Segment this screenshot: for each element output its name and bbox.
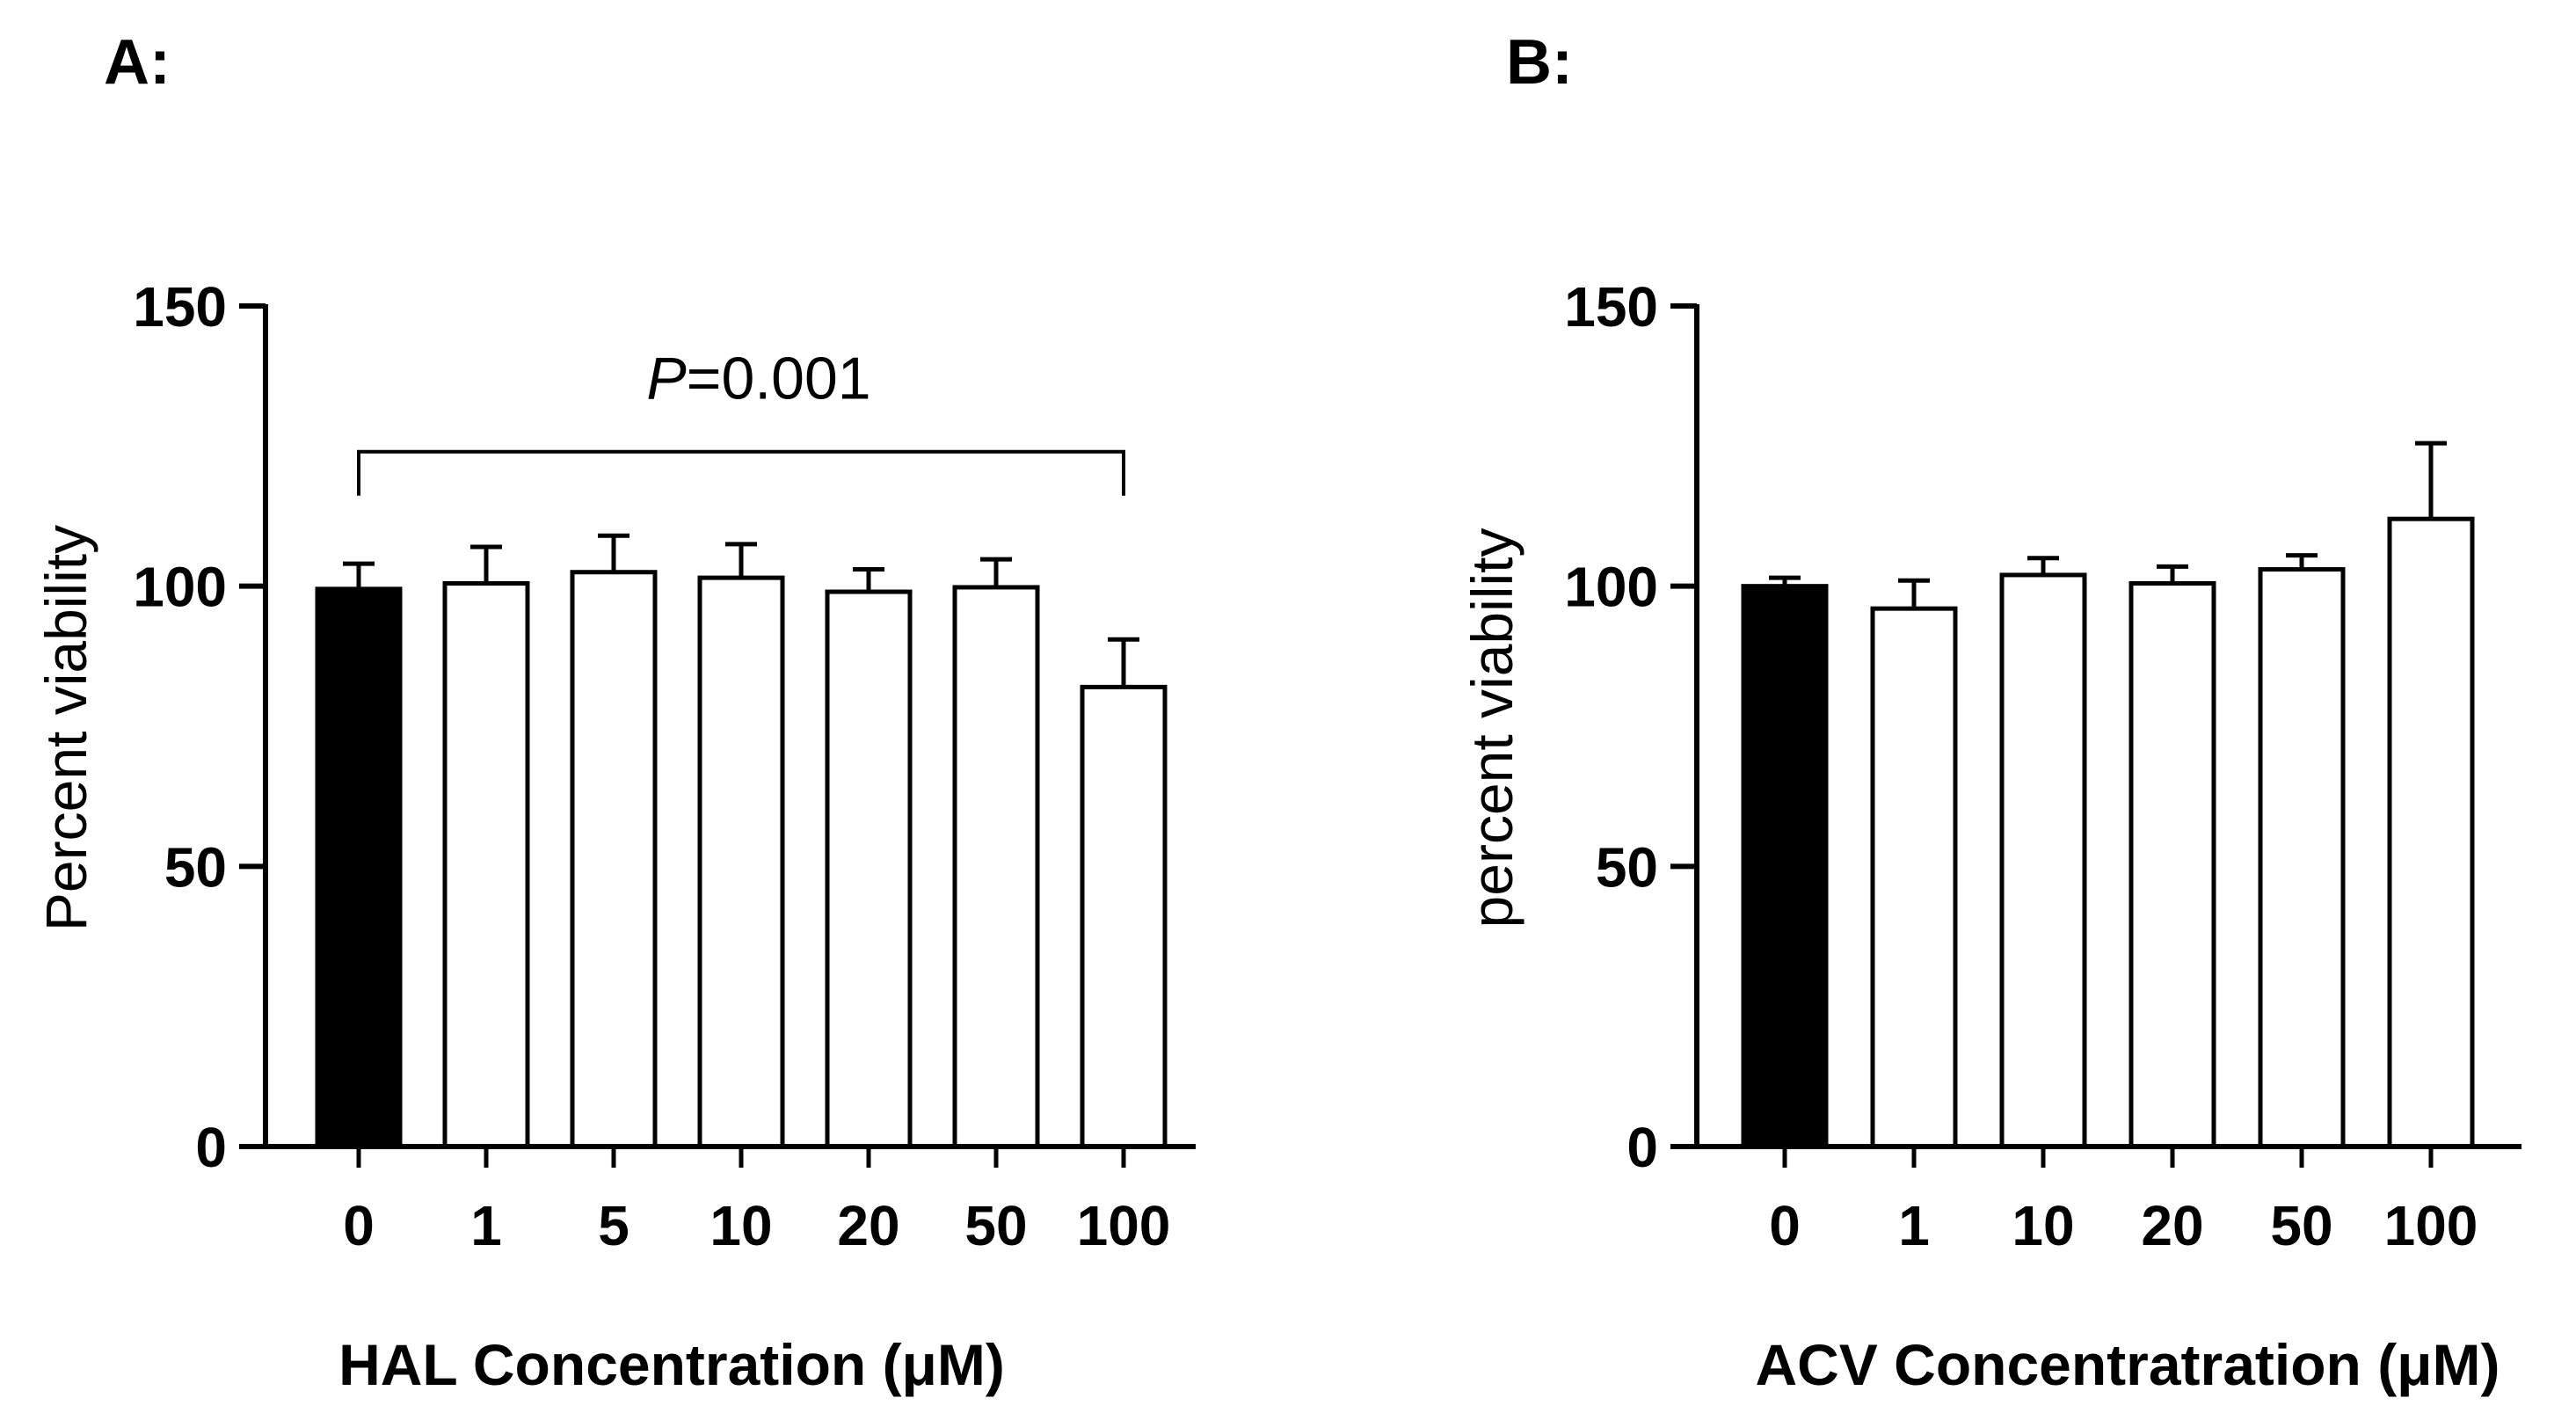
panel-a-x-tick-label: 20 [837,1194,899,1257]
panel-b-y-tick-label: 50 [1596,835,1658,899]
panel-a-x-tick-label: 0 [343,1194,375,1257]
p-rest: =0.001 [687,346,871,412]
panel-b-bar-50 [2258,567,2346,1149]
panel-b-y-axis-label: percent viability [1459,528,1524,928]
panel-b-marks: 0 1 10 20 50 100 0 50 100 150 [1564,275,2521,1257]
panel-b-y-tick-label: 0 [1626,1116,1658,1179]
panel-b-x-tick-label: 50 [2270,1194,2332,1257]
panel-a-marks: 0 1 5 10 20 50 100 0 50 100 150 [133,275,1196,1257]
panel-a-y-axis-label: Percent viability [33,525,98,931]
panel-b-bar-0 [1741,584,1829,1149]
panel-b-bar-20 [2128,580,2216,1149]
panel-a-x-tick-label: 100 [1077,1194,1171,1257]
panel-b-x-tick-label: 1 [1898,1194,1930,1257]
panel-a-chart: A: Percent viability HAL Concentration (… [33,27,1196,1397]
panel-a-y-tick-label: 100 [133,556,227,619]
panel-b-x-tick-label: 100 [2384,1194,2478,1257]
p-letter: P [646,346,686,412]
panel-a-bar-5 [570,570,658,1149]
panel-b-x-axis-label: ACV Concentratration (μM) [1755,1332,2500,1397]
panel-a-y-tick-label: 50 [164,835,227,899]
panel-a-significance: P=0.001 [357,346,1125,496]
panel-a-bar-1 [442,580,530,1149]
panel-a-bar-20 [825,589,913,1149]
panel-a-x-tick-label: 1 [470,1194,502,1257]
panel-b-bar-100 [2387,516,2475,1149]
panel-b-label: B: [1506,27,1573,98]
significance-bracket [357,449,1125,496]
panel-a-y-tick-label: 0 [195,1116,227,1179]
panel-a-label: A: [104,27,171,98]
panel-b-y-tick-label: 100 [1564,556,1658,619]
panel-a-bar-100 [1080,684,1168,1149]
panel-b-chart: B: percent viability ACV Concentratratio… [1459,27,2521,1397]
panel-a-x-tick-label: 5 [598,1194,629,1257]
panel-b-x-tick-label: 10 [2012,1194,2074,1257]
panel-a-y-tick-label: 150 [133,275,227,339]
panel-a-bar-50 [952,585,1040,1149]
panel-a-bar-0 [315,586,403,1149]
panel-b-y-tick-label: 150 [1564,275,1658,339]
panel-b-bar-1 [1870,606,1958,1149]
panel-a-bar-10 [697,575,785,1149]
panel-a-x-tick-label: 50 [964,1194,1027,1257]
panel-b-bar-10 [1999,572,2087,1149]
panel-a-x-axis-label: HAL Concentration (μM) [338,1332,1005,1397]
panel-a-x-tick-label: 10 [709,1194,772,1257]
panel-b-x-tick-label: 0 [1769,1194,1801,1257]
panel-a-p-value: P=0.001 [646,346,870,412]
panel-b-x-tick-label: 20 [2141,1194,2203,1257]
